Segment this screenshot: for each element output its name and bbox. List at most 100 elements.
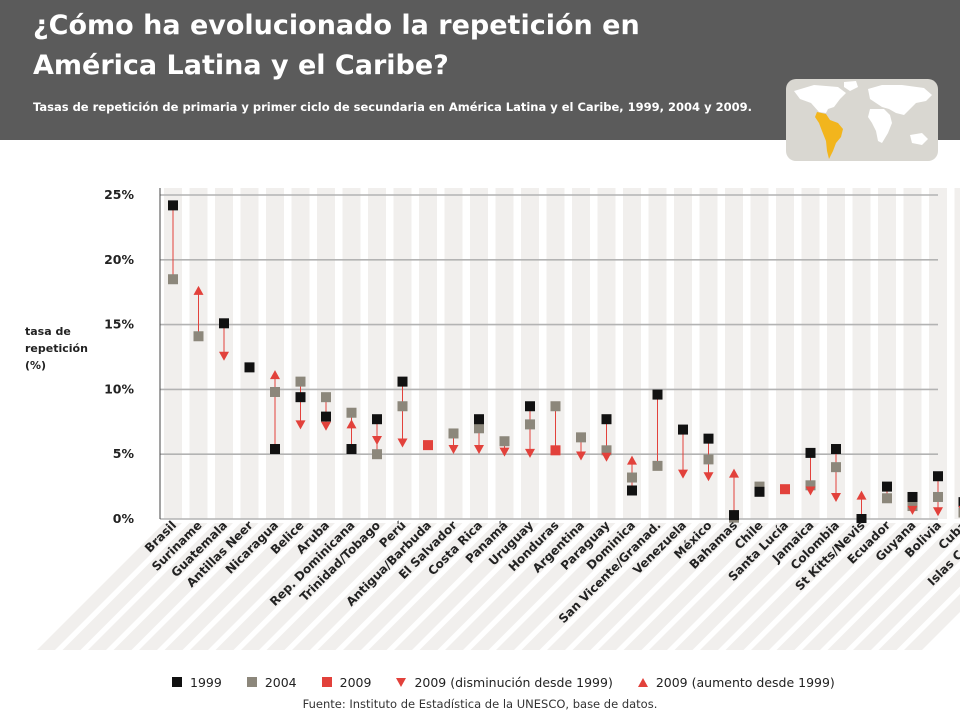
y-tick-label: 5% bbox=[113, 446, 135, 461]
marker-2004 bbox=[372, 449, 382, 460]
marker-2004 bbox=[448, 428, 459, 439]
marker-2004 bbox=[321, 392, 331, 403]
y-axis-ticks: 0% 5% 10% 15% 20% 25% bbox=[104, 187, 134, 526]
marker-2004 bbox=[831, 462, 841, 473]
square-marker-icon bbox=[172, 677, 182, 687]
map-latin-america bbox=[815, 112, 843, 159]
marker-2004 bbox=[652, 460, 663, 471]
marker-2009-decrease bbox=[321, 421, 331, 431]
legend-item-2009: 2009 bbox=[321, 674, 372, 690]
column-stripe bbox=[291, 188, 310, 519]
marker-2009-decrease bbox=[678, 469, 688, 479]
column-stripe bbox=[725, 188, 743, 519]
marker-1999 bbox=[525, 401, 535, 412]
legend-item-increase: 2009 (aumento desde 1999) bbox=[637, 674, 835, 690]
legend-item-2004: 2004 bbox=[246, 674, 297, 690]
marker-2004 bbox=[933, 491, 943, 502]
column-stripe bbox=[827, 188, 845, 519]
column-stripe bbox=[929, 188, 947, 519]
square-marker-icon bbox=[246, 677, 257, 687]
marker-1999 bbox=[882, 481, 892, 492]
label-band bbox=[241, 523, 386, 650]
column-stripe bbox=[801, 188, 820, 519]
marker-2009-increase bbox=[729, 468, 739, 478]
column-stripes bbox=[164, 188, 960, 519]
y-axis-title-line: (%) bbox=[25, 359, 47, 372]
chart-subtitle: Tasas de repetición de primaria y primer… bbox=[33, 100, 752, 114]
triangle-up-icon bbox=[637, 677, 648, 687]
marker-1999 bbox=[474, 414, 484, 425]
marker-1999 bbox=[321, 411, 331, 422]
label-band bbox=[445, 523, 590, 650]
legend-item-1999: 1999 bbox=[172, 675, 222, 690]
marker-2004 bbox=[550, 401, 561, 412]
marker-2009 bbox=[780, 484, 790, 495]
column-stripe bbox=[393, 188, 412, 519]
y-tick-label: 15% bbox=[104, 317, 134, 332]
label-band bbox=[827, 523, 960, 650]
marker-2009-decrease bbox=[219, 351, 229, 361]
label-band bbox=[674, 523, 820, 650]
marker-2009-decrease bbox=[907, 505, 918, 515]
label-band bbox=[113, 523, 259, 650]
marker-2009-increase bbox=[193, 285, 204, 295]
label-band bbox=[343, 523, 488, 650]
legend-item-decrease: 2009 (disminución desde 1999) bbox=[396, 675, 613, 690]
column-stripe bbox=[546, 188, 565, 519]
column-stripe bbox=[903, 188, 922, 519]
marker-1999 bbox=[805, 447, 816, 458]
legend: 1999 2004 2009 2009 (disminución desde 1… bbox=[172, 673, 860, 691]
label-band bbox=[266, 523, 412, 650]
marker-2009-decrease bbox=[397, 438, 408, 448]
world-map-icon bbox=[786, 79, 938, 161]
connectors bbox=[172, 205, 939, 519]
marker-1999 bbox=[907, 491, 918, 502]
map-australia bbox=[910, 133, 928, 145]
x-label-bands bbox=[37, 523, 960, 650]
label-band bbox=[292, 523, 437, 650]
map-europe-asia bbox=[868, 85, 932, 115]
marker-2004 bbox=[576, 432, 586, 443]
legend-label: 2009 (aumento desde 1999) bbox=[655, 674, 835, 690]
marker-1999 bbox=[601, 414, 612, 425]
label-band bbox=[88, 523, 233, 650]
column-stripe bbox=[954, 188, 960, 519]
label-band bbox=[547, 523, 692, 650]
marker-2009-decrease bbox=[933, 507, 943, 517]
marker-1999 bbox=[219, 318, 229, 329]
square-marker-icon bbox=[321, 677, 332, 687]
label-band bbox=[802, 523, 947, 650]
label-band bbox=[190, 523, 335, 650]
world-map-graphic bbox=[794, 81, 932, 159]
label-band bbox=[700, 523, 845, 650]
marker-2009 bbox=[423, 440, 433, 451]
column-stripe bbox=[852, 188, 871, 519]
label-band bbox=[776, 523, 922, 650]
marker-2004 bbox=[193, 331, 204, 342]
label-band bbox=[62, 523, 208, 650]
marker-2009-increase bbox=[627, 455, 637, 465]
legend-label: 2009 bbox=[339, 674, 372, 690]
marker-1999 bbox=[168, 200, 178, 211]
column-stripe bbox=[572, 188, 590, 519]
map-greenland bbox=[844, 81, 858, 91]
marker-2004 bbox=[703, 454, 714, 465]
label-band bbox=[725, 523, 871, 650]
marker-2004 bbox=[805, 480, 816, 491]
marker-1999 bbox=[831, 444, 841, 455]
marker-2004 bbox=[958, 507, 960, 518]
label-band bbox=[215, 523, 361, 650]
legend-label: 1999 bbox=[190, 674, 222, 690]
y-axis-title-line: tasa de bbox=[25, 325, 71, 338]
marker-2004 bbox=[499, 436, 510, 447]
marker-1999 bbox=[372, 414, 382, 425]
marker-2004 bbox=[601, 445, 612, 456]
column-stripe bbox=[878, 188, 896, 519]
column-stripe bbox=[444, 188, 463, 519]
legend-label: 2004 bbox=[264, 674, 297, 690]
label-band bbox=[623, 523, 769, 650]
marker-2009-decrease bbox=[831, 492, 841, 502]
marker-2009-increase bbox=[270, 370, 280, 380]
marker-2004 bbox=[346, 407, 357, 418]
y-tick-label: 0% bbox=[113, 511, 135, 526]
